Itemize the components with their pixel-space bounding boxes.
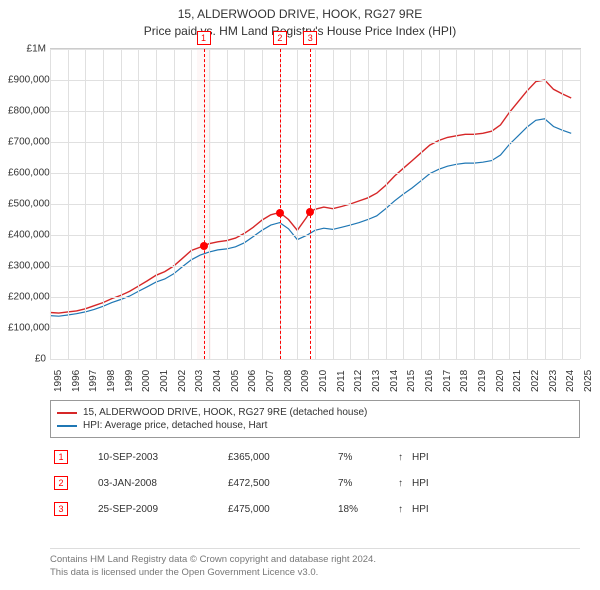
sale-pct: 18%: [338, 504, 398, 515]
y-axis-label: £700,000: [8, 137, 46, 148]
sale-row: 1 10-SEP-2003£365,0007%↑HPI: [50, 444, 580, 470]
marker-line: [310, 49, 311, 359]
x-axis-label: 2017: [442, 370, 453, 392]
y-axis-label: £300,000: [8, 261, 46, 272]
x-axis-label: 1999: [124, 370, 135, 392]
arrow-up-icon: ↑: [398, 452, 412, 463]
legend-swatch: [57, 425, 77, 427]
sale-number-box: 1: [54, 450, 68, 464]
y-axis-label: £500,000: [8, 199, 46, 210]
marker-dot: [276, 209, 284, 217]
sale-hpi-label: HPI: [412, 452, 429, 463]
footer-line: Contains HM Land Registry data © Crown c…: [50, 554, 580, 567]
marker-line: [280, 49, 281, 359]
sale-pct: 7%: [338, 478, 398, 489]
chart-plot-area: £0£100,000£200,000£300,000£400,000£500,0…: [50, 48, 581, 359]
sale-date: 03-JAN-2008: [98, 478, 228, 489]
x-axis-label: 2005: [230, 370, 241, 392]
x-axis-label: 2007: [265, 370, 276, 392]
x-axis-label: 2025: [583, 370, 594, 392]
y-axis-label: £200,000: [8, 292, 46, 303]
x-axis-label: 2011: [336, 370, 347, 392]
sale-price: £475,000: [228, 504, 338, 515]
x-axis-label: 1996: [71, 370, 82, 392]
x-axis-label: 2012: [353, 370, 364, 392]
sales-table: 110-SEP-2003£365,0007%↑HPI203-JAN-2008£4…: [50, 444, 580, 522]
x-axis-label: 2018: [459, 370, 470, 392]
x-axis-label: 2021: [512, 370, 523, 392]
x-axis-label: 2022: [530, 370, 541, 392]
sale-price: £472,500: [228, 478, 338, 489]
arrow-up-icon: ↑: [398, 504, 412, 515]
legend-item: 15, ALDERWOOD DRIVE, HOOK, RG27 9RE (det…: [57, 407, 573, 418]
x-axis-label: 2010: [318, 370, 329, 392]
x-axis-label: 2004: [212, 370, 223, 392]
marker-number-box: 2: [273, 31, 287, 45]
y-axis-label: £600,000: [8, 168, 46, 179]
x-axis-label: 1995: [53, 370, 64, 392]
chart-title: 15, ALDERWOOD DRIVE, HOOK, RG27 9RE Pric…: [0, 0, 600, 40]
x-axis-label: 2000: [141, 370, 152, 392]
footer: Contains HM Land Registry data © Crown c…: [50, 548, 580, 580]
y-axis-label: £0: [8, 354, 46, 365]
sale-number-box: 2: [54, 476, 68, 490]
x-axis-label: 2020: [495, 370, 506, 392]
marker-dot: [306, 208, 314, 216]
legend: 15, ALDERWOOD DRIVE, HOOK, RG27 9RE (det…: [50, 400, 580, 438]
x-axis-label: 2002: [177, 370, 188, 392]
x-axis-label: 2003: [194, 370, 205, 392]
sale-row: 2 03-JAN-2008£472,5007%↑HPI: [50, 470, 580, 496]
marker-line: [204, 49, 205, 359]
y-axis-label: £400,000: [8, 230, 46, 241]
y-axis-label: £100,000: [8, 323, 46, 334]
x-axis-label: 2009: [300, 370, 311, 392]
x-axis-label: 2023: [548, 370, 559, 392]
sale-number-box: 3: [54, 502, 68, 516]
footer-line: This data is licensed under the Open Gov…: [50, 567, 580, 580]
legend-label: 15, ALDERWOOD DRIVE, HOOK, RG27 9RE (det…: [83, 407, 367, 418]
x-axis-label: 1997: [88, 370, 99, 392]
x-axis-label: 2008: [283, 370, 294, 392]
x-axis-label: 2019: [477, 370, 488, 392]
legend-label: HPI: Average price, detached house, Hart: [83, 420, 267, 431]
legend-item: HPI: Average price, detached house, Hart: [57, 420, 573, 431]
title-address: 15, ALDERWOOD DRIVE, HOOK, RG27 9RE: [0, 6, 600, 23]
chart-container: 15, ALDERWOOD DRIVE, HOOK, RG27 9RE Pric…: [0, 0, 600, 590]
sale-date: 10-SEP-2003: [98, 452, 228, 463]
sale-hpi-label: HPI: [412, 478, 429, 489]
x-axis-label: 2013: [371, 370, 382, 392]
x-axis-label: 2006: [247, 370, 258, 392]
x-axis-label: 1998: [106, 370, 117, 392]
marker-dot: [200, 242, 208, 250]
x-axis-label: 2015: [406, 370, 417, 392]
sale-hpi-label: HPI: [412, 504, 429, 515]
marker-number-box: 1: [197, 31, 211, 45]
title-subtitle: Price paid vs. HM Land Registry's House …: [0, 23, 600, 40]
x-axis-label: 2014: [389, 370, 400, 392]
arrow-up-icon: ↑: [398, 478, 412, 489]
marker-number-box: 3: [303, 31, 317, 45]
y-axis-label: £1M: [8, 44, 46, 55]
sale-pct: 7%: [338, 452, 398, 463]
x-axis-label: 2016: [424, 370, 435, 392]
legend-swatch: [57, 412, 77, 414]
sale-date: 25-SEP-2009: [98, 504, 228, 515]
x-axis-label: 2001: [159, 370, 170, 392]
sale-price: £365,000: [228, 452, 338, 463]
y-axis-label: £900,000: [8, 75, 46, 86]
x-axis-label: 2024: [565, 370, 576, 392]
sale-row: 3 25-SEP-2009£475,00018%↑HPI: [50, 496, 580, 522]
y-axis-label: £800,000: [8, 106, 46, 117]
